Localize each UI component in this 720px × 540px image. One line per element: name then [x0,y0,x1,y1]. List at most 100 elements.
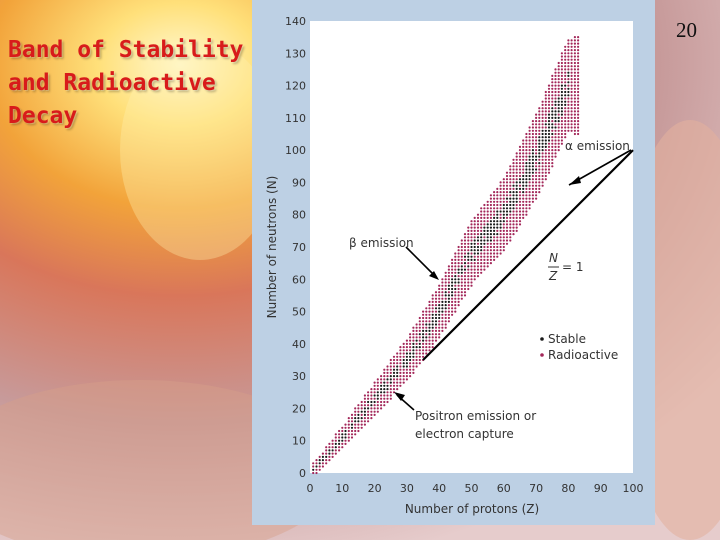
radioactive-nuclide-point [577,126,580,129]
radioactive-nuclide-point [325,452,328,455]
radioactive-nuclide-point [454,268,457,271]
radioactive-nuclide-point [560,68,563,71]
radioactive-nuclide-point [493,255,496,258]
radioactive-nuclide-point [551,158,554,161]
stable-nuclide-point [522,184,525,187]
radioactive-nuclide-point [396,388,399,391]
radioactive-nuclide-point [447,271,450,274]
radioactive-nuclide-point [470,278,473,281]
radioactive-nuclide-point [360,413,363,416]
radioactive-nuclide-point [486,242,489,245]
radioactive-nuclide-point [438,294,441,297]
radioactive-nuclide-point [512,220,515,223]
radioactive-nuclide-point [415,358,418,362]
radioactive-nuclide-point [505,216,509,219]
radioactive-nuclide-point [431,300,434,303]
radioactive-nuclide-point [422,323,425,326]
radioactive-nuclide-point [541,162,544,165]
radioactive-nuclide-point [554,129,557,132]
radioactive-nuclide-point [570,120,573,123]
radioactive-nuclide-point [334,439,337,442]
radioactive-nuclide-point [564,97,567,100]
radioactive-nuclide-point [499,184,502,187]
radioactive-nuclide-point [567,49,570,52]
stable-nuclide-point [515,197,518,200]
radioactive-nuclide-point [451,275,454,278]
radioactive-nuclide-point [328,459,331,462]
radioactive-nuclide-point [557,126,560,129]
stable-nuclide-point [463,255,467,258]
radioactive-nuclide-point [535,149,538,152]
stable-nuclide-point [518,181,522,184]
stable-nuclide-point [512,197,515,200]
radioactive-nuclide-point [496,245,499,249]
radioactive-nuclide-point [535,194,538,197]
radioactive-nuclide-point [538,178,541,181]
radioactive-nuclide-point [363,400,366,404]
radioactive-nuclide-point [457,255,460,258]
radioactive-nuclide-point [505,184,509,187]
radioactive-nuclide-point [522,145,525,148]
radioactive-nuclide-point [535,174,538,178]
stable-nuclide-point [554,116,557,119]
radioactive-nuclide-point [522,158,525,161]
radioactive-nuclide-point [347,420,350,423]
radioactive-nuclide-point [389,358,392,362]
stable-nuclide-point [428,326,431,329]
radioactive-nuclide-point [551,136,554,139]
radioactive-nuclide-point [331,455,334,458]
radioactive-nuclide-point [567,129,570,132]
radioactive-nuclide-point [502,181,505,184]
radioactive-nuclide-point [434,333,438,336]
radioactive-nuclide-point [405,346,408,349]
stable-nuclide-point [499,226,502,229]
radioactive-nuclide-point [547,107,551,110]
radioactive-nuclide-point [470,220,473,223]
stable-nuclide-point [451,281,454,284]
radioactive-nuclide-point [486,200,489,203]
radioactive-nuclide-point [547,100,551,103]
stable-nuclide-point [460,271,463,274]
radioactive-nuclide-point [434,339,438,342]
radioactive-nuclide-point [347,417,350,420]
radioactive-nuclide-point [425,320,428,323]
radioactive-nuclide-point [577,71,580,74]
radioactive-nuclide-point [564,55,567,58]
stable-nuclide-point [386,378,389,381]
radioactive-nuclide-point [577,74,580,77]
radioactive-nuclide-point [499,229,502,232]
stable-nuclide-point [522,178,525,181]
stable-nuclide-point [354,417,357,420]
radioactive-nuclide-point [493,242,496,245]
radioactive-nuclide-point [564,78,567,81]
radioactive-nuclide-point [564,65,567,68]
radioactive-nuclide-point [486,245,489,249]
radioactive-nuclide-point [567,68,570,71]
stable-nuclide-point [457,281,460,284]
stable-nuclide-point [557,107,560,110]
radioactive-nuclide-point [570,100,573,103]
radioactive-nuclide-point [331,452,334,455]
radioactive-nuclide-point [577,65,580,68]
y-tick-label: 130 [285,47,306,60]
radioactive-nuclide-point [370,410,373,413]
radioactive-nuclide-point [564,126,567,129]
radioactive-nuclide-point [573,110,576,113]
stable-nuclide-point [470,242,473,245]
radioactive-nuclide-point [399,358,402,362]
radioactive-nuclide-point [570,90,573,94]
stable-nuclide-point [515,194,518,197]
radioactive-nuclide-point [567,107,570,110]
radioactive-nuclide-point [525,136,528,139]
radioactive-nuclide-point [331,439,334,442]
radioactive-nuclide-point [512,165,515,168]
radioactive-nuclide-point [535,165,538,168]
radioactive-nuclide-point [483,245,486,249]
radioactive-nuclide-point [444,284,447,287]
stable-nuclide-point [515,187,518,190]
stable-nuclide-point [509,200,512,203]
stable-nuclide-point [431,316,434,320]
radioactive-nuclide-point [486,213,489,216]
stable-nuclide-point [557,120,560,123]
radioactive-nuclide-point [354,423,357,426]
